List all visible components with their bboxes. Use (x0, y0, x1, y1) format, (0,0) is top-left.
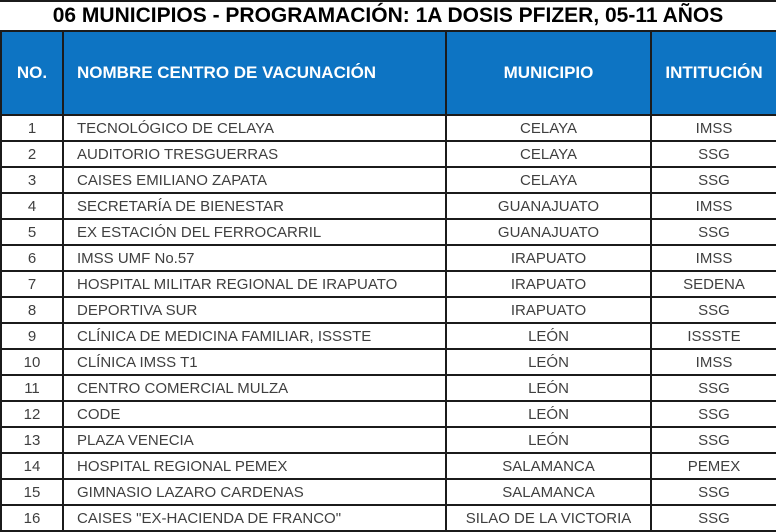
institucion-cell: SSG (650, 140, 776, 168)
table-row: 4 SECRETARÍA DE BIENESTAR GUANAJUATO IMS… (0, 192, 776, 220)
municipio-cell: LEÓN (445, 400, 652, 428)
institucion-cell: SSG (650, 400, 776, 428)
table-row: 11 CENTRO COMERCIAL MULZA LEÓN SSG (0, 374, 776, 402)
row-number-cell: 6 (0, 244, 64, 272)
row-number-cell: 12 (0, 400, 64, 428)
row-number-cell: 14 (0, 452, 64, 480)
centro-cell: HOSPITAL REGIONAL PEMEX (62, 452, 447, 480)
column-header-municipio: MUNICIPIO (445, 30, 652, 116)
centro-cell: AUDITORIO TRESGUERRAS (62, 140, 447, 168)
row-number-cell: 3 (0, 166, 64, 194)
municipio-cell: CELAYA (445, 114, 652, 142)
table-row: 16 CAISES "EX-HACIENDA DE FRANCO" SILAO … (0, 504, 776, 532)
table-row: 5 EX ESTACIÓN DEL FERROCARRIL GUANAJUATO… (0, 218, 776, 246)
municipio-cell: CELAYA (445, 166, 652, 194)
centro-cell: CLÍNICA DE MEDICINA FAMILIAR, ISSSTE (62, 322, 447, 350)
institucion-cell: SSG (650, 426, 776, 454)
institucion-cell: SEDENA (650, 270, 776, 298)
table-row: 13 PLAZA VENECIA LEÓN SSG (0, 426, 776, 454)
municipio-cell: SALAMANCA (445, 478, 652, 506)
table-header: NO. NOMBRE CENTRO DE VACUNACIÓN MUNICIPI… (0, 30, 776, 116)
table-row: 2 AUDITORIO TRESGUERRAS CELAYA SSG (0, 140, 776, 168)
row-number-cell: 11 (0, 374, 64, 402)
row-number-cell: 5 (0, 218, 64, 246)
table-row: 9 CLÍNICA DE MEDICINA FAMILIAR, ISSSTE L… (0, 322, 776, 350)
centro-cell: IMSS UMF No.57 (62, 244, 447, 272)
centro-cell: CAISES "EX-HACIENDA DE FRANCO" (62, 504, 447, 532)
table-row: 8 DEPORTIVA SUR IRAPUATO SSG (0, 296, 776, 324)
municipio-cell: SALAMANCA (445, 452, 652, 480)
centro-cell: SECRETARÍA DE BIENESTAR (62, 192, 447, 220)
page-title: 06 MUNICIPIOS - PROGRAMACIÓN: 1A DOSIS P… (0, 0, 776, 30)
row-number-cell: 8 (0, 296, 64, 324)
institucion-cell: PEMEX (650, 452, 776, 480)
municipio-cell: LEÓN (445, 322, 652, 350)
institucion-cell: SSG (650, 296, 776, 324)
institucion-cell: SSG (650, 374, 776, 402)
row-number-cell: 15 (0, 478, 64, 506)
centro-cell: PLAZA VENECIA (62, 426, 447, 454)
centro-cell: GIMNASIO LAZARO CARDENAS (62, 478, 447, 506)
row-number-cell: 7 (0, 270, 64, 298)
municipio-cell: IRAPUATO (445, 270, 652, 298)
vaccination-centers-table: NO. NOMBRE CENTRO DE VACUNACIÓN MUNICIPI… (0, 30, 776, 532)
institucion-cell: SSG (650, 166, 776, 194)
header-row: NO. NOMBRE CENTRO DE VACUNACIÓN MUNICIPI… (0, 30, 776, 116)
municipio-cell: LEÓN (445, 426, 652, 454)
table-row: 14 HOSPITAL REGIONAL PEMEX SALAMANCA PEM… (0, 452, 776, 480)
table-body: 1 TECNOLÓGICO DE CELAYA CELAYA IMSS 2 AU… (0, 114, 776, 532)
institucion-cell: IMSS (650, 244, 776, 272)
row-number-cell: 10 (0, 348, 64, 376)
centro-cell: TECNOLÓGICO DE CELAYA (62, 114, 447, 142)
institucion-cell: IMSS (650, 192, 776, 220)
row-number-cell: 13 (0, 426, 64, 454)
row-number-cell: 9 (0, 322, 64, 350)
row-number-cell: 1 (0, 114, 64, 142)
centro-cell: EX ESTACIÓN DEL FERROCARRIL (62, 218, 447, 246)
column-header-centro: NOMBRE CENTRO DE VACUNACIÓN (62, 30, 447, 116)
institucion-cell: ISSSTE (650, 322, 776, 350)
centro-cell: CAISES EMILIANO ZAPATA (62, 166, 447, 194)
column-header-no: NO. (0, 30, 64, 116)
municipio-cell: LEÓN (445, 348, 652, 376)
institucion-cell: SSG (650, 504, 776, 532)
table-row: 12 CODE LEÓN SSG (0, 400, 776, 428)
institucion-cell: SSG (650, 478, 776, 506)
table-row: 1 TECNOLÓGICO DE CELAYA CELAYA IMSS (0, 114, 776, 142)
municipio-cell: IRAPUATO (445, 244, 652, 272)
municipio-cell: CELAYA (445, 140, 652, 168)
municipio-cell: SILAO DE LA VICTORIA (445, 504, 652, 532)
table-row: 7 HOSPITAL MILITAR REGIONAL DE IRAPUATO … (0, 270, 776, 298)
centro-cell: CLÍNICA IMSS T1 (62, 348, 447, 376)
municipio-cell: LEÓN (445, 374, 652, 402)
institucion-cell: IMSS (650, 348, 776, 376)
institucion-cell: IMSS (650, 114, 776, 142)
centro-cell: DEPORTIVA SUR (62, 296, 447, 324)
column-header-institucion: INTITUCIÓN (650, 30, 776, 116)
table-row: 3 CAISES EMILIANO ZAPATA CELAYA SSG (0, 166, 776, 194)
row-number-cell: 2 (0, 140, 64, 168)
row-number-cell: 4 (0, 192, 64, 220)
municipio-cell: GUANAJUATO (445, 218, 652, 246)
centro-cell: HOSPITAL MILITAR REGIONAL DE IRAPUATO (62, 270, 447, 298)
table-row: 15 GIMNASIO LAZARO CARDENAS SALAMANCA SS… (0, 478, 776, 506)
row-number-cell: 16 (0, 504, 64, 532)
table-row: 10 CLÍNICA IMSS T1 LEÓN IMSS (0, 348, 776, 376)
institucion-cell: SSG (650, 218, 776, 246)
table-row: 6 IMSS UMF No.57 IRAPUATO IMSS (0, 244, 776, 272)
municipio-cell: IRAPUATO (445, 296, 652, 324)
municipio-cell: GUANAJUATO (445, 192, 652, 220)
centro-cell: CENTRO COMERCIAL MULZA (62, 374, 447, 402)
centro-cell: CODE (62, 400, 447, 428)
